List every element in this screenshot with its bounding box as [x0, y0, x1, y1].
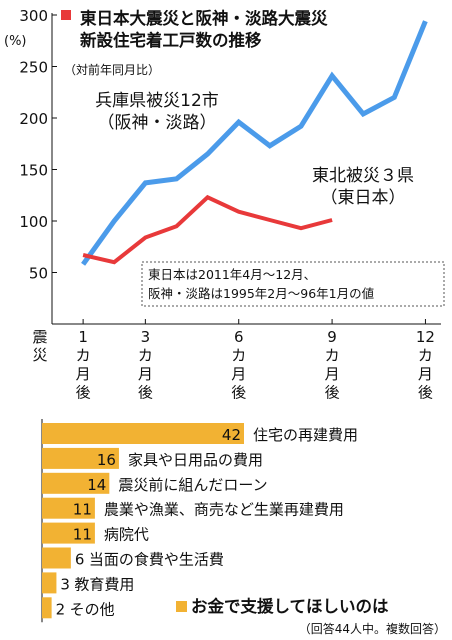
bar-chart-subtitle: （回答44人中。複数回答） [299, 621, 446, 636]
bar [42, 497, 95, 519]
bar-category-label: その他 [70, 600, 115, 618]
bar-value: 2 [56, 600, 66, 618]
series-labels: 兵庫県被災12市（阪神・淡路） 東北被災３県（東日本） [95, 91, 414, 208]
series-line-higashi-nihon [82, 194, 333, 265]
bar-category-label: 病院代 [104, 526, 149, 544]
series-label-hanshin-awaji: 兵庫県被災12市（阪神・淡路） [95, 91, 219, 133]
bar-chart-title: お金で支援してほしいのは [191, 596, 389, 616]
chart-title: 東日本大震災と阪神・淡路大震災新設住宅着工戸数の推移 [80, 8, 328, 50]
bar [42, 447, 119, 469]
series-label-higashi-nihon: 東北被災３県（東日本） [312, 166, 414, 208]
series-line-hanshin-awaji [81, 20, 428, 266]
title-marker-red [61, 10, 71, 20]
y-ticks: 50 100 150 200 250 300 [19, 7, 57, 283]
bar-legend-marker [176, 601, 187, 612]
series-label-higashi-nihon-line: （東日本） [321, 188, 406, 208]
x-ticks: 震災 1 カ月後 3 カ月後 6 カ月後 9 カ月後 12 カ月後 [32, 319, 435, 402]
bar-value: 6 [75, 551, 85, 569]
y-tick-label: 300 [19, 7, 48, 25]
bar-category-label: 家具や日用品の費用 [128, 451, 263, 469]
chart-subtitle: （対前年同月比） [64, 62, 160, 77]
bar-value: 3 [60, 575, 70, 593]
line-chart: (%) 50 100 150 200 250 300 震災 1 カ月後 3 カ月後 6 カ月後 9 カ月後… [4, 7, 445, 402]
bar-value: 14 [87, 476, 106, 494]
bar-category-label: 農業や漁業、商売など生業再建費用 [104, 501, 344, 519]
bar [42, 547, 71, 569]
y-tick-label: 150 [19, 162, 48, 180]
bar-value: 16 [97, 451, 116, 469]
bar-category-label: 当面の食費や生活費 [89, 551, 224, 569]
bar-category-label: 教育費用 [74, 575, 134, 593]
bar-value: 11 [73, 526, 92, 544]
bars: 42 住宅の再建費用 16 家具や日用品の費用 14 震災前に組んだローン 11 農業や漁業、… [42, 423, 358, 619]
y-tick-label: 50 [29, 265, 48, 283]
y-tick-label: 250 [19, 59, 48, 77]
bar-category-label: 震災前に組んだローン [118, 476, 267, 494]
note-text: 東日本は2011年4月～12月、阪神・淡路は1995年2月～96年1月の値 [148, 267, 374, 301]
y-tick-label: 100 [19, 213, 48, 231]
bar [42, 472, 110, 494]
series-lines [81, 20, 428, 266]
bar [42, 572, 57, 594]
x-tick-label: 6 カ月後 [231, 328, 246, 402]
x-tick-label: 9 カ月後 [325, 328, 340, 402]
bar-value: 11 [73, 501, 92, 519]
series-label-higashi-nihon-line: 東北被災３県 [312, 166, 414, 186]
note-text-line: 阪神・淡路は1995年2月～96年1月の値 [148, 286, 374, 301]
series-label-hanshin-awaji-line: （阪神・淡路） [98, 113, 217, 133]
note-text-line: 東日本は2011年4月～12月、 [148, 267, 316, 282]
bar [42, 522, 95, 544]
bar-chart: 42 住宅の再建費用 16 家具や日用品の費用 14 震災前に組んだローン 11 農業や漁業、… [41, 419, 446, 636]
bar [42, 423, 244, 444]
series-label-hanshin-awaji-line: 兵庫県被災12市 [95, 91, 219, 111]
bar-category-label: 住宅の再建費用 [253, 426, 358, 444]
x-tick-label: 1 カ月後 [76, 328, 91, 402]
bar-value: 42 [222, 426, 241, 444]
y-axis-unit: (%) [4, 34, 27, 49]
x-tick-label: 3 カ月後 [138, 328, 153, 402]
bar [42, 597, 52, 619]
y-tick-label: 200 [19, 110, 48, 128]
note-box [141, 261, 445, 307]
x-origin-label: 震災 [32, 328, 47, 364]
x-tick-label: 12 カ月後 [416, 328, 435, 402]
